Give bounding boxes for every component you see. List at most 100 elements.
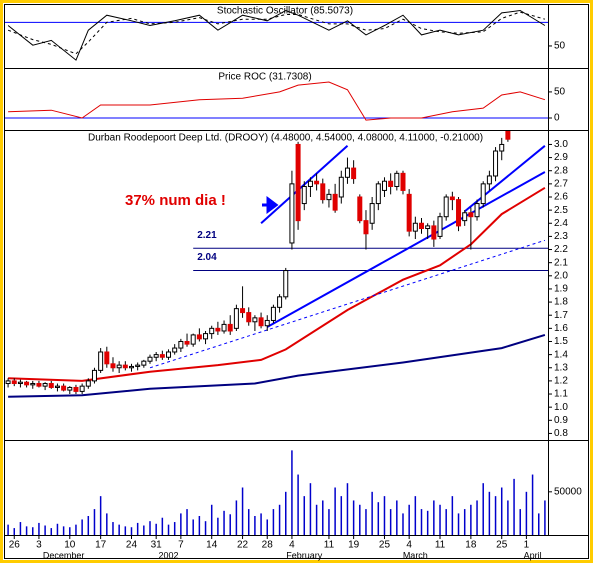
y-tick-label: 1.8 bbox=[554, 297, 568, 308]
volume-bar bbox=[519, 509, 521, 535]
candle-body bbox=[85, 380, 91, 387]
candle-body bbox=[73, 386, 79, 392]
x-tick-label: 24 bbox=[126, 540, 138, 551]
volume-bar bbox=[99, 496, 102, 535]
series-line bbox=[266, 171, 546, 328]
volume-bar bbox=[198, 516, 201, 535]
volume-bar bbox=[210, 504, 213, 535]
candle-body bbox=[110, 363, 116, 369]
panel-title: Stochastic Oscillator (85.5073) bbox=[217, 6, 353, 17]
volume-bar bbox=[445, 509, 447, 535]
volume-bar bbox=[525, 491, 528, 535]
y-tick-label: 2.6 bbox=[554, 192, 568, 203]
volume-bar bbox=[223, 510, 225, 535]
volume-bar bbox=[278, 504, 281, 535]
candle-body bbox=[135, 364, 141, 367]
candle-body bbox=[61, 385, 67, 391]
volume-bar bbox=[334, 487, 336, 535]
y-tick-label: 1.5 bbox=[554, 336, 568, 347]
candle-body bbox=[178, 340, 184, 349]
candle-body bbox=[425, 225, 431, 230]
volume-bar bbox=[451, 496, 454, 535]
candle-body bbox=[326, 193, 332, 201]
y-tick-label: 50000 bbox=[554, 486, 582, 497]
candle-body bbox=[79, 385, 85, 392]
volume-bar bbox=[25, 526, 28, 535]
candle-body bbox=[264, 319, 270, 327]
candle-body bbox=[307, 180, 313, 187]
series-line bbox=[7, 9, 546, 61]
series-line bbox=[7, 11, 546, 55]
panel-borders bbox=[5, 5, 589, 536]
volume-bar bbox=[420, 509, 423, 535]
price-panel: 2.21 2.04 bbox=[5, 131, 548, 398]
volume-bar bbox=[309, 483, 312, 535]
volume-panel bbox=[7, 450, 546, 535]
candle-body bbox=[289, 183, 295, 244]
volume-bar bbox=[13, 528, 16, 535]
volume-bar bbox=[531, 474, 534, 535]
volume-bar bbox=[513, 478, 515, 535]
volume-bar bbox=[383, 496, 386, 535]
candle-body bbox=[388, 180, 394, 187]
y-tick-label: 2.8 bbox=[554, 165, 568, 176]
candle-body bbox=[277, 296, 283, 308]
y-tick-label: 50 bbox=[554, 87, 566, 98]
volume-bar bbox=[297, 474, 299, 535]
volume-bar bbox=[260, 513, 262, 535]
volume-bar bbox=[414, 496, 417, 535]
candle-body bbox=[258, 317, 264, 327]
volume-bar bbox=[81, 519, 83, 535]
volume-bar bbox=[112, 522, 114, 535]
volume-bar bbox=[62, 526, 65, 535]
y-tick-label: 2.5 bbox=[554, 205, 568, 216]
series-line bbox=[8, 333, 546, 398]
candle-body bbox=[295, 143, 301, 222]
candle-body bbox=[104, 351, 110, 365]
volume-bar bbox=[544, 500, 546, 535]
volume-bar bbox=[396, 500, 398, 535]
volume-bar bbox=[241, 487, 244, 535]
y-tick-label: 1.6 bbox=[554, 323, 568, 334]
month-label: April bbox=[524, 550, 542, 560]
volume-bar bbox=[537, 513, 540, 535]
candle-body bbox=[196, 334, 202, 340]
y-tick-label: 50 bbox=[554, 41, 566, 52]
candle-body bbox=[48, 383, 54, 388]
candle-body bbox=[153, 354, 159, 358]
y-tick-label: 2.9 bbox=[554, 152, 568, 163]
candle-body bbox=[42, 383, 48, 387]
level-label: 2.04 bbox=[197, 252, 217, 263]
y-tick-label: 2.0 bbox=[554, 270, 568, 281]
volume-bar bbox=[247, 509, 250, 535]
y-tick-label: 2.4 bbox=[554, 218, 568, 229]
candle-body bbox=[381, 180, 387, 191]
volume-bar bbox=[408, 504, 410, 535]
y-tick-label: 0.8 bbox=[554, 428, 568, 439]
volume-bar bbox=[291, 450, 293, 535]
volume-bar bbox=[56, 523, 59, 535]
y-tick-label: 1.1 bbox=[554, 389, 568, 400]
candle-body bbox=[338, 176, 344, 198]
roc-panel bbox=[5, 81, 548, 121]
y-tick-label: 1.0 bbox=[554, 402, 568, 413]
candle-body bbox=[468, 212, 474, 218]
candle-body bbox=[24, 381, 30, 386]
volume-bar bbox=[161, 517, 164, 535]
candle-body bbox=[54, 385, 60, 388]
volume-bar bbox=[136, 522, 139, 535]
candle-body bbox=[314, 180, 320, 185]
volume-bar bbox=[38, 522, 40, 535]
volume-bar bbox=[359, 504, 361, 535]
x-tick-label: 26 bbox=[9, 540, 21, 551]
panel-title: Price ROC (31.7308) bbox=[218, 72, 311, 83]
candle-body bbox=[190, 334, 196, 345]
y-tick-label: 2.1 bbox=[554, 257, 568, 268]
candle-body bbox=[91, 369, 97, 382]
candle-body bbox=[203, 333, 209, 340]
candle-body bbox=[437, 216, 443, 237]
volume-bar bbox=[322, 500, 324, 535]
level-label: 2.21 bbox=[197, 230, 217, 241]
y-tick-label: 2.7 bbox=[554, 178, 568, 189]
series-line bbox=[8, 186, 546, 382]
